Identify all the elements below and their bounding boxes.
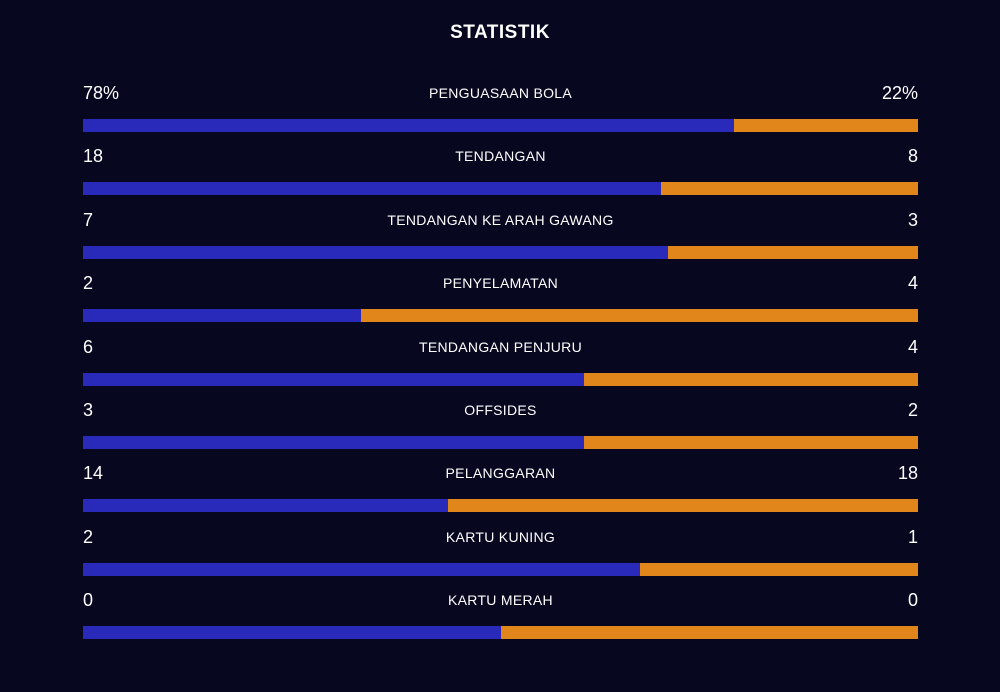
stat-bar	[83, 626, 918, 640]
home-value: 18	[83, 146, 104, 167]
stat-row-offsides: 3 OFFSIDES 2	[83, 398, 918, 461]
stat-row-fouls: 14 PELANGGARAN 18	[83, 461, 918, 524]
away-value: 8	[907, 146, 918, 167]
stats-list: 78% PENGUASAAN BOLA 22% 18 TENDANGAN 8 7…	[83, 81, 918, 652]
stat-bar	[83, 245, 918, 259]
stat-bar	[83, 372, 918, 386]
stat-row-shots-on-target: 7 TENDANGAN KE ARAH GAWANG 3	[83, 208, 918, 271]
stat-row-red-cards: 0 KARTU MERAH 0	[83, 588, 918, 651]
home-bar	[83, 435, 584, 449]
stat-row-saves: 2 PENYELAMATAN 4	[83, 271, 918, 334]
away-value: 0	[907, 590, 918, 611]
home-bar	[83, 626, 501, 640]
stat-label: TENDANGAN PENJURU	[418, 338, 582, 355]
away-value: 4	[907, 273, 918, 294]
stat-bar	[83, 499, 918, 513]
home-value: 78%	[83, 83, 120, 103]
stat-label: PENYELAMATAN	[442, 275, 559, 292]
away-bar	[661, 182, 918, 196]
away-bar	[639, 562, 918, 576]
home-value: 2	[83, 273, 94, 294]
stat-label: TENDANGAN KE ARAH GAWANG	[387, 211, 614, 228]
home-bar	[83, 245, 668, 259]
home-bar	[83, 562, 640, 576]
stat-bar	[83, 309, 918, 323]
stat-bar	[83, 119, 918, 132]
stat-label: KARTU MERAH	[448, 592, 553, 609]
away-value: 1	[907, 526, 918, 547]
stat-bar	[83, 435, 918, 449]
home-value: 7	[83, 209, 94, 230]
away-value: 4	[907, 336, 918, 357]
away-bar	[734, 119, 918, 132]
home-bar	[83, 372, 584, 386]
stat-row-shots: 18 TENDANGAN 8	[83, 144, 918, 207]
away-bar	[361, 309, 918, 323]
stats-title: STATISTIK	[450, 22, 550, 43]
stat-label: PENGUASAAN BOLA	[429, 85, 572, 101]
home-value: 6	[83, 336, 94, 357]
away-bar	[667, 245, 918, 259]
away-bar	[500, 626, 918, 640]
home-bar	[83, 182, 662, 196]
stat-bar	[83, 182, 918, 196]
stat-label: PELANGGARAN	[445, 465, 556, 482]
home-value: 3	[83, 399, 94, 420]
away-bar	[448, 499, 918, 513]
stat-row-yellow-cards: 2 KARTU KUNING 1	[83, 525, 918, 588]
home-bar	[83, 119, 735, 132]
away-value: 22%	[881, 83, 918, 103]
home-value: 0	[83, 590, 94, 611]
home-value: 14	[83, 463, 104, 484]
stat-bar	[83, 562, 918, 576]
stat-label: KARTU KUNING	[445, 528, 556, 545]
stat-label: OFFSIDES	[464, 401, 537, 418]
home-value: 2	[83, 526, 94, 547]
home-bar	[83, 499, 449, 513]
stat-label: TENDANGAN	[455, 148, 546, 165]
away-value: 18	[897, 463, 918, 484]
away-value: 2	[907, 399, 918, 420]
stat-row-possession: 78% PENGUASAAN BOLA 22%	[83, 81, 918, 144]
stat-row-corners: 6 TENDANGAN PENJURU 4	[83, 335, 918, 398]
home-bar	[83, 309, 362, 323]
away-value: 3	[907, 209, 918, 230]
away-bar	[584, 372, 918, 386]
away-bar	[584, 435, 918, 449]
